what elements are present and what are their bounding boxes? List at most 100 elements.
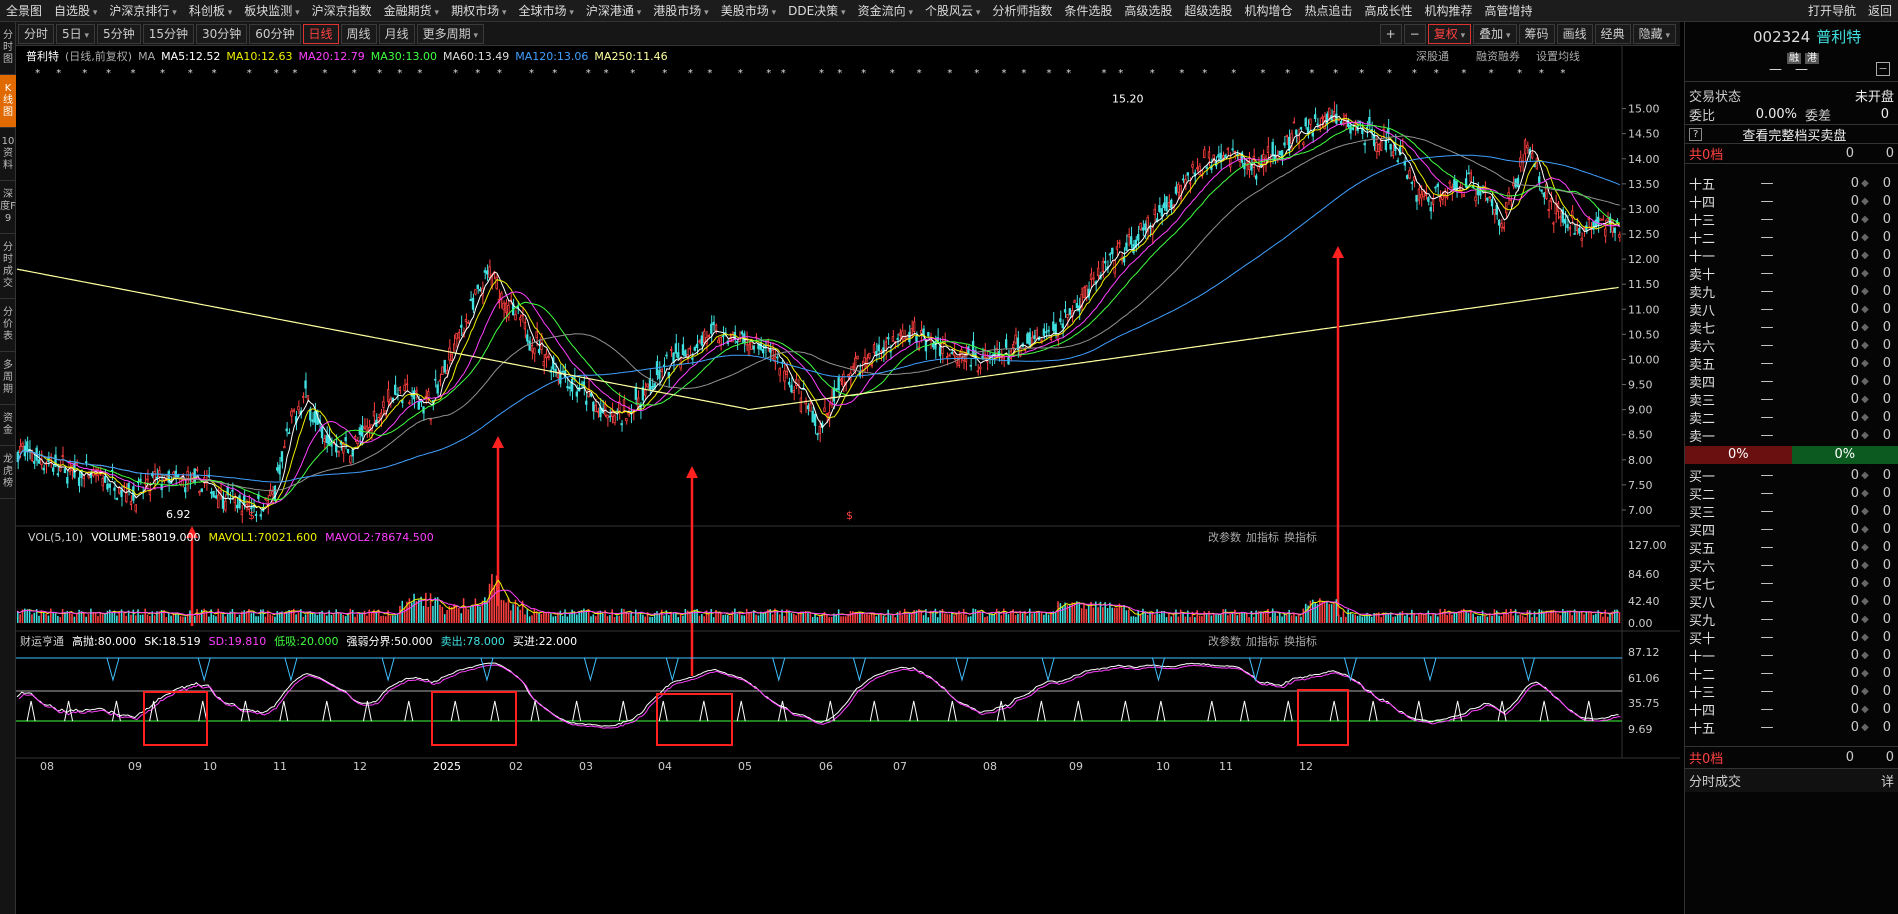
vol-link-0[interactable]: 改参数 [1208, 530, 1241, 544]
sidebar-tab-7[interactable]: 资金 [0, 405, 16, 446]
ind-link-0[interactable]: 改参数 [1208, 634, 1241, 648]
nav-item-5[interactable]: 沪深京指数 [311, 4, 372, 18]
nav-item-21[interactable]: 高成长性 [1364, 4, 1413, 18]
nav-item-6[interactable]: 金融期货 [378, 2, 445, 19]
sell-level-14[interactable]: 卖一 —0 ◆ 0 [1685, 426, 1898, 445]
period-button-9[interactable]: 更多周期 [416, 23, 484, 44]
minimize-icon[interactable]: − [1876, 62, 1890, 76]
nav-item-4[interactable]: 板块监测 [238, 2, 305, 19]
volume-bar [533, 608, 536, 623]
toolbar-right-button-4[interactable]: 筹码 [1518, 23, 1555, 44]
legend-link-1[interactable]: 融资融券 [1476, 49, 1520, 63]
nav-right-1[interactable]: 返回 [1867, 4, 1892, 18]
period-button-8[interactable]: 月线 [378, 23, 415, 44]
toolbar-right-button-3[interactable]: 叠加 [1473, 23, 1517, 44]
toolbar-right-button-0[interactable]: + [1379, 23, 1402, 44]
sell-level-11[interactable]: 卖四 —0 ◆ 0 [1685, 372, 1898, 391]
toolbar-right-button-2[interactable]: 复权 [1427, 23, 1472, 44]
buy-level-0[interactable]: 买一 —0 ◆ 0 [1685, 466, 1898, 485]
sidebar-tab-5[interactable]: 分价表 [0, 299, 16, 352]
sell-level-10[interactable]: 卖五 —0 ◆ 0 [1685, 354, 1898, 373]
nav-item-17[interactable]: 高级选股 [1124, 4, 1173, 18]
toolbar-right-button-7[interactable]: 隐藏 [1632, 23, 1676, 44]
buy-level-10[interactable]: 十一 —0 ◆ 0 [1685, 646, 1898, 665]
ind-link-2[interactable]: 换指标 [1284, 634, 1317, 648]
period-button-0[interactable]: 分时 [18, 23, 55, 44]
nav-item-8[interactable]: 全球市场 [512, 2, 579, 19]
nav-item-14[interactable]: 个股风云 [919, 2, 986, 19]
candle-body [469, 299, 472, 301]
buy-level-5[interactable]: 买六 —0 ◆ 0 [1685, 556, 1898, 575]
nav-item-12[interactable]: DDE决策 [782, 2, 851, 19]
period-button-5[interactable]: 60分钟 [249, 23, 301, 44]
nav-item-9[interactable]: 沪深港通 [580, 2, 647, 19]
toolbar-right-button-5[interactable]: 画线 [1556, 23, 1593, 44]
nav-item-7[interactable]: 期权市场 [445, 2, 512, 19]
sell-level-9[interactable]: 卖六 —0 ◆ 0 [1685, 336, 1898, 355]
sell-level-2[interactable]: 十三 —0 ◆ 0 [1685, 210, 1898, 229]
toolbar-right-button-6[interactable]: 经典 [1594, 23, 1631, 44]
nav-item-19[interactable]: 机构增仓 [1244, 4, 1293, 18]
period-button-3[interactable]: 15分钟 [142, 23, 194, 44]
period-button-7[interactable]: 周线 [340, 23, 377, 44]
sidebar-tab-8[interactable]: 龙虎榜 [0, 446, 16, 499]
sell-level-0[interactable]: 十五 —0 ◆ 0 [1685, 174, 1898, 193]
vol-link-2[interactable]: 换指标 [1284, 530, 1317, 544]
nav-item-15[interactable]: 分析师指数 [992, 4, 1053, 18]
period-button-6[interactable]: 日线 [302, 23, 339, 44]
nav-item-2[interactable]: 沪深京排行 [103, 2, 182, 19]
sell-level-8[interactable]: 卖七 —0 ◆ 0 [1685, 318, 1898, 337]
sell-level-1[interactable]: 十四 —0 ◆ 0 [1685, 192, 1898, 211]
legend-link-2[interactable]: 设置均线 [1536, 49, 1580, 63]
nav-item-10[interactable]: 港股市场 [647, 2, 714, 19]
buy-level-4[interactable]: 买五 —0 ◆ 0 [1685, 538, 1898, 557]
buy-level-11[interactable]: 十二 —0 ◆ 0 [1685, 664, 1898, 683]
sell-level-6[interactable]: 卖九 —0 ◆ 0 [1685, 282, 1898, 301]
buy-level-3[interactable]: 买四 —0 ◆ 0 [1685, 520, 1898, 539]
tick-detail-button[interactable]: 详 [1880, 775, 1894, 790]
sidebar-tab-3[interactable]: 深度F9 [0, 181, 16, 234]
ind-link-1[interactable]: 加指标 [1246, 634, 1279, 648]
buy-level-2[interactable]: 买三 —0 ◆ 0 [1685, 502, 1898, 521]
sidebar-tab-1[interactable]: K线图 [0, 75, 16, 128]
buy-level-1[interactable]: 买二 —0 ◆ 0 [1685, 484, 1898, 503]
help-icon[interactable]: ? [1689, 127, 1703, 141]
buy-level-14[interactable]: 十五 —0 ◆ 0 [1685, 718, 1898, 737]
buy-level-6[interactable]: 买七 —0 ◆ 0 [1685, 574, 1898, 593]
nav-item-3[interactable]: 科创板 [183, 2, 238, 19]
sell-level-12[interactable]: 卖三 —0 ◆ 0 [1685, 390, 1898, 409]
nav-item-11[interactable]: 美股市场 [715, 2, 782, 19]
toolbar-right-button-1[interactable]: − [1403, 23, 1426, 44]
full-book-link[interactable]: 查看完整档买卖盘 [1742, 128, 1847, 144]
sell-level-5[interactable]: 卖十 —0 ◆ 0 [1685, 264, 1898, 283]
period-button-4[interactable]: 30分钟 [195, 23, 248, 44]
nav-item-16[interactable]: 条件选股 [1064, 4, 1113, 18]
full-book-row[interactable]: ? 查看完整档买卖盘 [1685, 124, 1898, 144]
sidebar-tab-6[interactable]: 多周期 [0, 352, 16, 405]
nav-item-20[interactable]: 热点追击 [1304, 4, 1353, 18]
buy-level-13[interactable]: 十四 —0 ◆ 0 [1685, 700, 1898, 719]
buy-level-9[interactable]: 买十 —0 ◆ 0 [1685, 628, 1898, 647]
period-button-1[interactable]: 5日 [56, 23, 96, 44]
nav-item-1[interactable]: 自选股 [48, 2, 103, 19]
sell-level-13[interactable]: 卖二 —0 ◆ 0 [1685, 408, 1898, 427]
nav-item-0[interactable]: 全景图 [6, 4, 43, 18]
nav-item-13[interactable]: 资金流向 [852, 2, 919, 19]
nav-item-22[interactable]: 机构推荐 [1424, 4, 1473, 18]
legend-link-0[interactable]: 深股通 [1416, 50, 1449, 63]
sell-level-3[interactable]: 十二 —0 ◆ 0 [1685, 228, 1898, 247]
sidebar-tab-4[interactable]: 分时成交 [0, 234, 16, 299]
buy-level-12[interactable]: 十三 —0 ◆ 0 [1685, 682, 1898, 701]
buy-level-7[interactable]: 买八 —0 ◆ 0 [1685, 592, 1898, 611]
sidebar-tab-0[interactable]: 分时图 [0, 22, 16, 75]
nav-right-0[interactable]: 打开导航 [1807, 4, 1856, 18]
period-button-2[interactable]: 5分钟 [97, 23, 141, 44]
vol-link-1[interactable]: 加指标 [1246, 530, 1279, 544]
sidebar-tab-2[interactable]: 10资料 [0, 128, 16, 181]
nav-item-23[interactable]: 高管增持 [1484, 4, 1533, 18]
buy-level-8[interactable]: 买九 —0 ◆ 0 [1685, 610, 1898, 629]
tick-row[interactable]: 分时成交详 [1685, 768, 1898, 792]
sell-level-7[interactable]: 卖八 —0 ◆ 0 [1685, 300, 1898, 319]
nav-item-18[interactable]: 超级选股 [1184, 4, 1233, 18]
sell-level-4[interactable]: 十一 —0 ◆ 0 [1685, 246, 1898, 265]
